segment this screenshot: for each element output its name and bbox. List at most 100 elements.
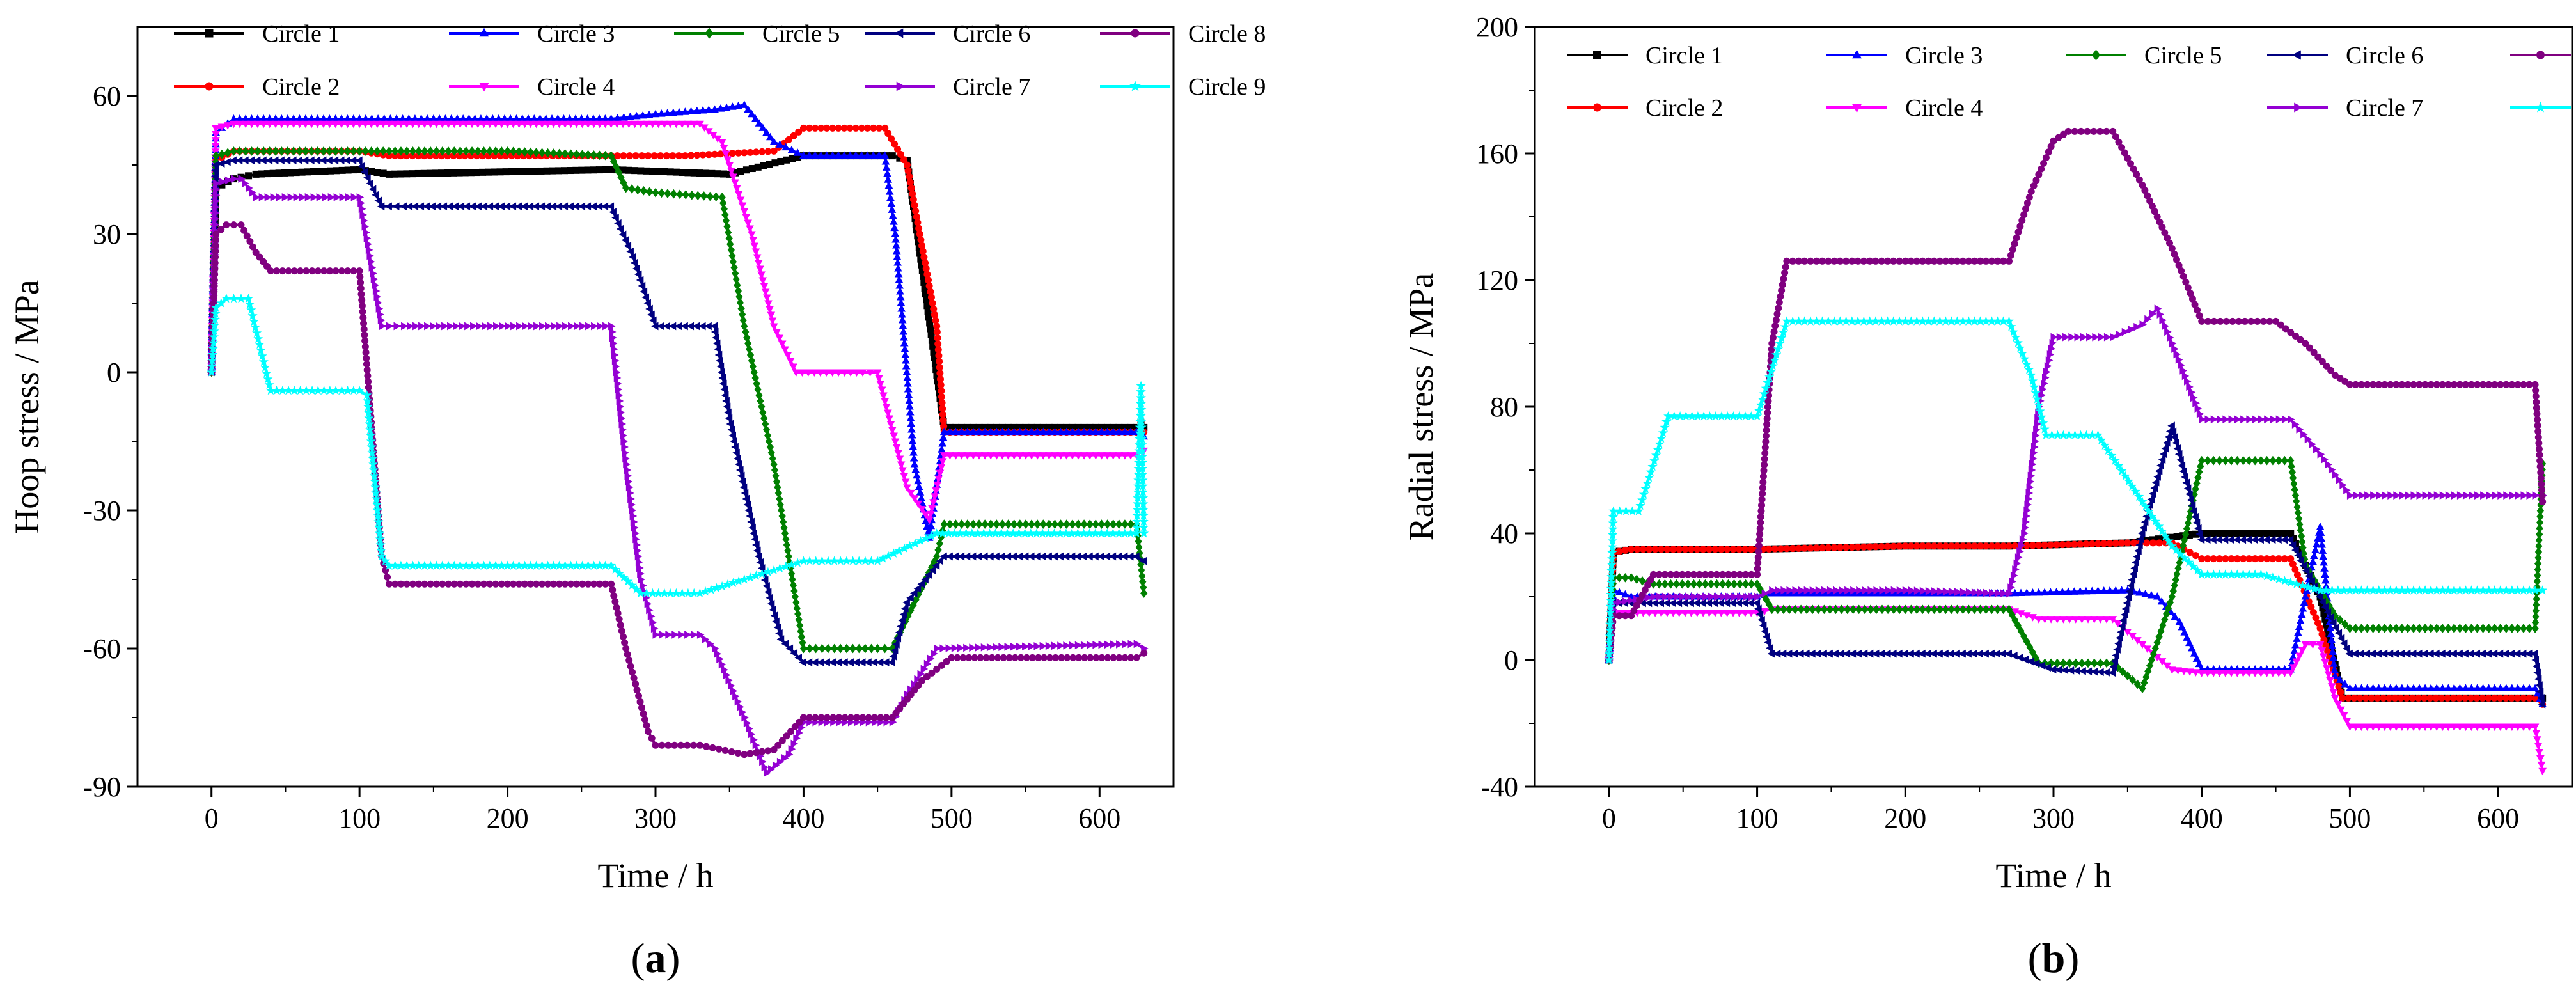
data-point-circle-4: [2403, 723, 2412, 731]
data-point-circle-2: [2106, 540, 2114, 547]
data-point-circle-9: [2093, 430, 2103, 439]
data-point-circle-5: [1667, 579, 1675, 589]
data-point-circle-8: [2450, 381, 2458, 388]
data-point-circle-6: [890, 646, 899, 655]
data-point-circle-2: [2391, 694, 2399, 702]
data-point-circle-7: [2092, 333, 2100, 342]
data-point-circle-6: [2326, 613, 2334, 622]
data-point-circle-6: [735, 460, 742, 469]
data-point-circle-6: [2531, 656, 2540, 665]
data-point-circle-8: [2071, 127, 2078, 135]
data-point-circle-7: [2074, 333, 2082, 342]
y-tick-label: 120: [1476, 265, 1518, 296]
data-point-circle-6: [747, 517, 755, 526]
data-point-circle-1: [485, 168, 492, 176]
data-point-circle-9: [2160, 531, 2171, 540]
data-point-circle-4: [212, 125, 221, 133]
data-point-circle-2: [638, 152, 646, 160]
data-point-circle-2: [746, 148, 754, 156]
data-point-circle-5: [1797, 604, 1805, 615]
data-point-circle-8: [620, 633, 627, 641]
data-point-circle-8: [361, 337, 369, 345]
data-point-circle-4: [969, 452, 978, 460]
data-point-circle-7: [737, 703, 744, 711]
data-point-circle-8: [308, 267, 316, 275]
data-point-circle-6: [2174, 450, 2183, 459]
data-point-circle-6: [2183, 484, 2192, 493]
data-point-circle-5: [881, 643, 889, 654]
data-point-circle-8: [356, 273, 364, 281]
data-point-circle-8: [883, 714, 890, 721]
panel-letter: b: [2042, 935, 2066, 982]
data-point-circle-3: [927, 521, 936, 530]
data-point-circle-5: [1063, 519, 1071, 529]
data-point-circle-8: [2534, 428, 2542, 436]
data-point-circle-4: [873, 369, 882, 377]
data-point-circle-3: [882, 163, 891, 171]
data-point-circle-2: [812, 124, 819, 132]
data-point-circle-8: [643, 721, 650, 729]
data-point-circle-4: [768, 317, 777, 326]
data-point-circle-8: [2059, 130, 2067, 138]
data-point-circle-8: [365, 384, 372, 391]
data-point-circle-8: [2229, 317, 2236, 325]
data-point-circle-6: [2043, 663, 2051, 672]
data-point-circle-3: [883, 169, 891, 177]
data-point-circle-3: [1097, 427, 1106, 436]
data-point-circle-5: [806, 643, 813, 654]
data-point-circle-2: [681, 152, 689, 160]
data-point-circle-8: [1942, 257, 1949, 265]
data-point-circle-4: [223, 122, 232, 130]
series-circle-8: [1605, 127, 2547, 664]
data-point-circle-2: [632, 152, 640, 160]
data-point-circle-1: [549, 167, 556, 175]
data-point-circle-1: [426, 169, 434, 177]
data-point-circle-6: [2307, 577, 2315, 586]
data-point-circle-3: [2311, 546, 2320, 553]
data-point-circle-7: [1104, 640, 1112, 649]
legend-item-circle-3: Circle 3: [449, 20, 615, 47]
data-point-circle-7: [401, 322, 409, 331]
data-point-circle-5: [2514, 624, 2522, 633]
data-point-circle-8: [641, 716, 648, 723]
data-point-circle-8: [1782, 263, 1789, 271]
data-point-circle-6: [1755, 610, 1764, 618]
data-point-circle-4: [572, 120, 581, 129]
data-point-circle-5: [2479, 624, 2487, 633]
data-point-circle-2: [923, 271, 931, 278]
data-point-circle-5: [634, 185, 641, 195]
data-point-circle-8: [361, 331, 368, 339]
data-point-circle-5: [849, 643, 857, 654]
data-point-circle-5: [2531, 617, 2540, 627]
series-line-circle-7: [1607, 307, 2543, 661]
data-point-circle-7: [2296, 425, 2304, 434]
data-point-circle-4: [762, 294, 771, 303]
data-point-circle-7: [2086, 333, 2094, 342]
data-point-circle-5: [2536, 517, 2544, 528]
data-point-circle-5: [1695, 579, 1704, 589]
data-point-circle-3: [2473, 684, 2481, 692]
data-point-circle-4: [2426, 723, 2435, 731]
data-point-circle-8: [764, 747, 772, 755]
data-point-circle-4: [578, 120, 586, 129]
data-point-circle-7: [612, 362, 620, 371]
series-line-circle-8: [1607, 130, 2544, 661]
data-point-circle-3: [744, 105, 752, 113]
data-point-circle-7: [212, 185, 221, 194]
data-point-circle-7: [723, 671, 731, 679]
legend-marker: [205, 82, 214, 91]
data-point-circle-4: [2318, 647, 2327, 655]
data-point-circle-4: [734, 191, 743, 199]
data-point-circle-7: [1748, 592, 1756, 601]
data-point-circle-4: [2326, 677, 2334, 685]
data-point-circle-2: [806, 124, 813, 132]
data-point-circle-3: [1115, 427, 1124, 436]
data-point-circle-3: [2296, 616, 2305, 624]
data-point-circle-2: [939, 405, 946, 413]
data-point-circle-8: [2533, 404, 2540, 412]
data-point-circle-6: [723, 402, 731, 411]
legend-item-circle-9: Circle 9: [1100, 74, 1266, 100]
data-point-circle-8: [362, 349, 370, 356]
data-point-circle-8: [1959, 257, 1967, 265]
